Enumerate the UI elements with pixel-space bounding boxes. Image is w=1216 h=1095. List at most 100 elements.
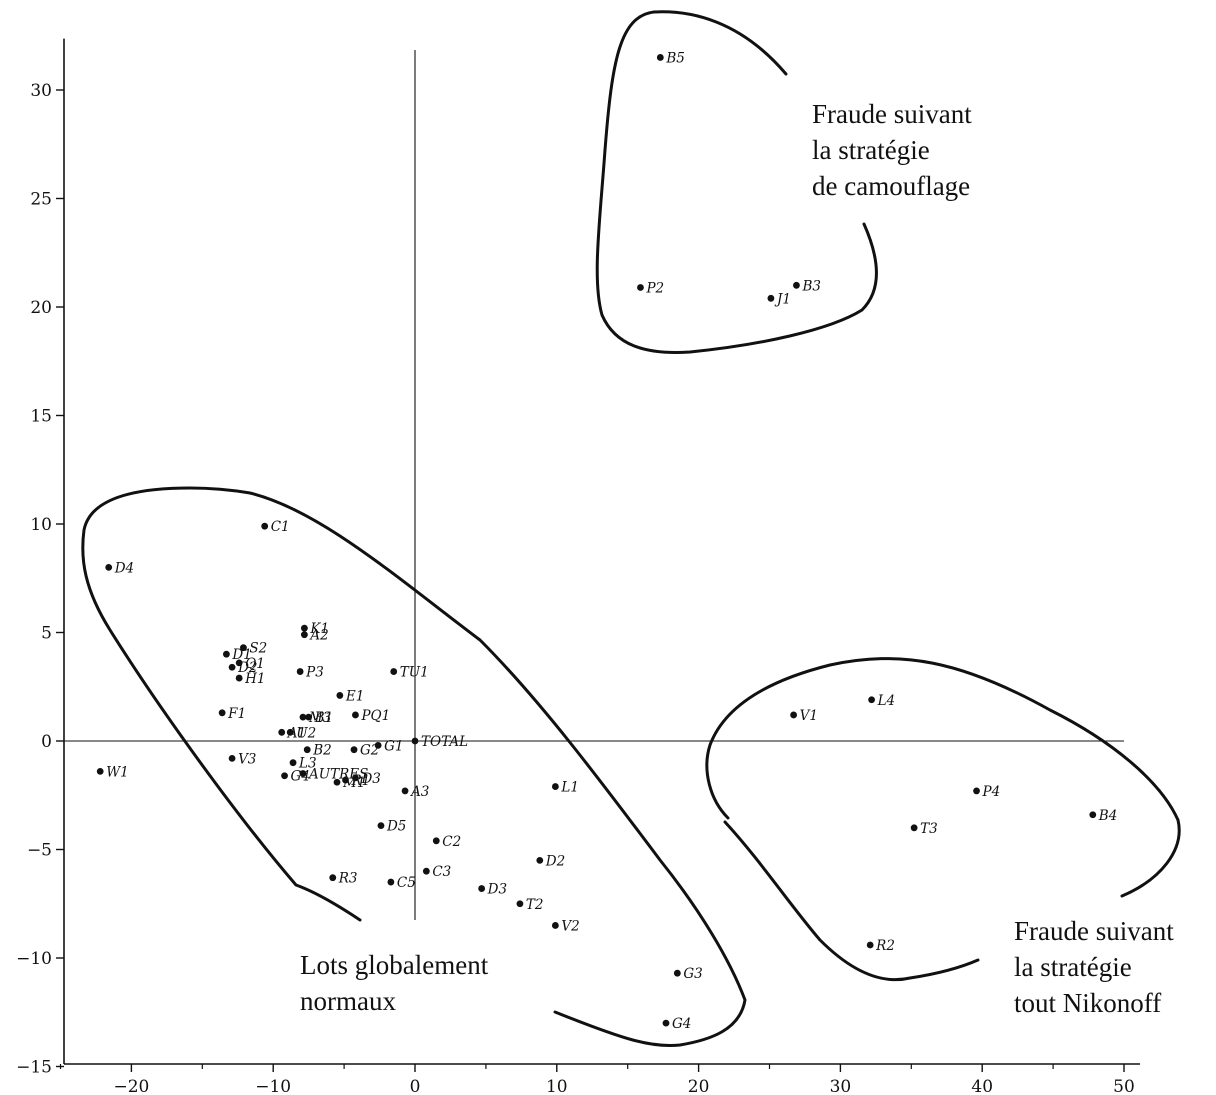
data-point xyxy=(478,885,486,892)
data-point xyxy=(973,787,980,795)
annotation-line: Lots globalement xyxy=(300,950,489,980)
point-label: R3 xyxy=(338,871,358,887)
annotation-line: de camouflage xyxy=(812,171,970,201)
point-label: B4 xyxy=(1098,808,1118,824)
x-tick-label: −20 xyxy=(113,1077,149,1095)
annotations: Fraude suivant la stratégie de camouflag… xyxy=(300,99,1180,1018)
data-point xyxy=(329,874,337,882)
point-label: S2 xyxy=(249,641,267,657)
point-label: J1 xyxy=(774,291,791,307)
data-point xyxy=(336,692,344,699)
point-label: A3 xyxy=(409,784,429,800)
point-label: P4 xyxy=(982,784,1001,800)
data-point xyxy=(387,878,395,886)
point-label: G1 xyxy=(384,738,403,754)
data-point xyxy=(352,774,359,782)
annotation-line: Fraude suivant xyxy=(812,99,972,129)
nikonoff-cluster-outline xyxy=(705,657,1181,982)
point-label: V3 xyxy=(238,751,256,767)
point-label: F1 xyxy=(227,706,246,722)
data-point xyxy=(289,759,297,767)
data-point xyxy=(377,822,385,830)
annotation-normal-lots: Lots globalement normaux xyxy=(300,950,495,1016)
annotation-line: tout Nikonoff xyxy=(1014,988,1161,1018)
data-point xyxy=(390,668,398,675)
y-tick-label: 10 xyxy=(30,515,52,535)
data-point xyxy=(305,713,313,721)
point-label: L4 xyxy=(877,693,896,709)
data-point xyxy=(300,631,308,639)
point-label: D5 xyxy=(386,819,406,835)
point-label: B3 xyxy=(801,278,821,294)
point-label: H1 xyxy=(244,671,265,687)
point-label: D2 xyxy=(545,853,565,869)
data-point xyxy=(374,741,382,749)
data-point xyxy=(296,668,304,675)
point-label: C2 xyxy=(442,834,461,850)
annotation-line: la stratégie xyxy=(812,135,930,165)
point-label: V2 xyxy=(561,918,579,934)
annotation-camouflage: Fraude suivant la stratégie de camouflag… xyxy=(812,99,978,201)
y-tick-label: −10 xyxy=(16,949,52,969)
point-label: G2 xyxy=(360,743,379,759)
data-point xyxy=(551,922,559,929)
point-label: R2 xyxy=(875,938,895,954)
data-point xyxy=(303,746,311,754)
point-label: K1 xyxy=(309,621,329,637)
point-label: P2 xyxy=(645,280,664,296)
x-ticks: −20 −10 0 10 20 30 40 50 xyxy=(59,1064,1135,1095)
point-label: C5 xyxy=(397,875,416,891)
point-label: D1 xyxy=(231,647,251,663)
point-label: C1 xyxy=(271,519,290,535)
annotation-line: Fraude suivant xyxy=(1014,916,1174,946)
data-point xyxy=(637,284,644,291)
point-label: T2 xyxy=(526,897,544,913)
data-point xyxy=(350,746,358,754)
point-label: D4 xyxy=(114,560,134,576)
point-label: M1 xyxy=(342,775,365,791)
data-point xyxy=(656,54,664,61)
data-point xyxy=(1089,811,1097,819)
data-point xyxy=(422,867,430,875)
point-label: G3 xyxy=(683,966,702,982)
y-tick-label: −15 xyxy=(16,1058,52,1078)
point-label: L1 xyxy=(560,780,579,796)
data-point xyxy=(352,711,359,719)
data-point xyxy=(333,778,341,786)
point-label: M3 xyxy=(308,710,331,726)
annotation-line: normaux xyxy=(300,986,396,1016)
y-tick-label: 30 xyxy=(30,81,52,101)
data-point xyxy=(228,754,236,762)
data-point xyxy=(401,787,409,795)
point-label: C3 xyxy=(432,864,451,880)
point-label: D3 xyxy=(487,882,507,898)
data-point xyxy=(299,713,307,721)
axes: −20 −10 0 10 20 30 40 50 −15 −10 −5 0 5 10 15 20 25 30 xyxy=(16,38,1140,1095)
point-label: B2 xyxy=(312,743,332,759)
annotation-nikonoff: Fraude suivant la stratégie tout Nikonof… xyxy=(1014,916,1180,1018)
point-label: L3 xyxy=(298,756,317,772)
data-point xyxy=(300,624,308,632)
y-tick-label: 0 xyxy=(41,732,52,752)
x-tick-label: 50 xyxy=(1113,1077,1135,1095)
x-tick-label: 40 xyxy=(971,1077,993,1095)
y-tick-label: 25 xyxy=(30,190,52,210)
point-label: U2 xyxy=(296,725,316,741)
data-point xyxy=(240,644,247,652)
y-tick-label: 15 xyxy=(30,407,52,427)
data-point xyxy=(516,900,524,908)
data-point xyxy=(662,1019,670,1027)
data-point xyxy=(536,856,544,864)
point-label: E1 xyxy=(345,688,364,704)
normal-lots-cluster-outline xyxy=(81,486,747,1048)
point-label: V1 xyxy=(800,708,818,724)
cluster-outlines xyxy=(81,10,1181,1048)
point-label: Q1 xyxy=(245,656,265,672)
data-point xyxy=(790,711,798,719)
x-tick-label: 10 xyxy=(546,1077,568,1095)
data-point xyxy=(218,709,226,717)
y-tick-label: 5 xyxy=(41,624,52,644)
x-tick-label: 0 xyxy=(410,1077,421,1095)
